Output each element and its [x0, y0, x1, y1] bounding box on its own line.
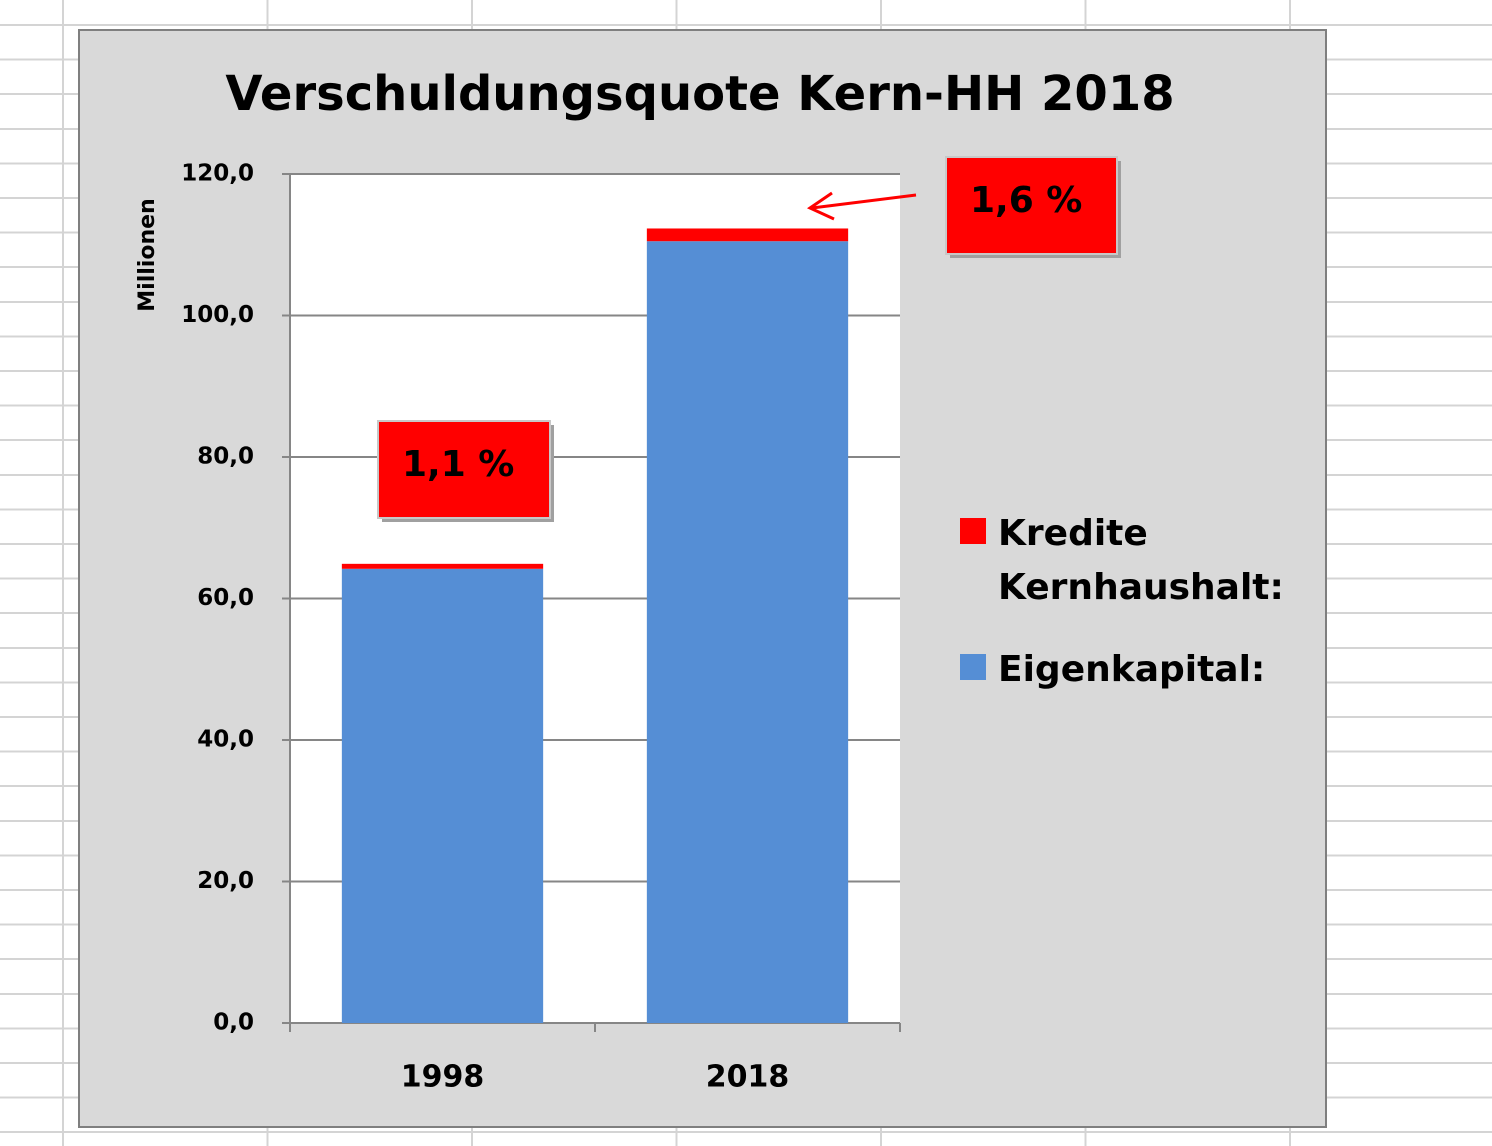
y-axis-label: Millionen: [135, 198, 160, 311]
legend-swatch: [960, 518, 986, 544]
annotation-arrow: [811, 193, 917, 210]
chart-title: Verschuldungsquote Kern-HH 2018: [225, 66, 1174, 122]
y-tick-label: 80,0: [197, 444, 254, 470]
y-tick-label: 120,0: [181, 161, 254, 187]
bar-segment: [646, 228, 849, 242]
annotation-box: [945, 156, 1118, 255]
annotation-text: 1,6 %: [970, 180, 1082, 221]
bar-segment: [341, 568, 544, 1023]
annotation-arrowhead: [806, 191, 835, 221]
bar-segment: [341, 563, 544, 569]
y-tick-label: 60,0: [197, 585, 254, 611]
annotation-text: 1,1 %: [402, 444, 514, 485]
y-tick-label: 0,0: [213, 1010, 254, 1036]
legend-swatch: [960, 654, 986, 680]
bar-segment: [646, 241, 849, 1023]
y-tick-label: 100,0: [181, 302, 254, 328]
annotation-box: [377, 420, 551, 519]
legend-label: Eigenkapital:: [998, 649, 1266, 690]
legend-label: Kredite Kernhaushalt:: [998, 513, 1284, 608]
x-tick-label: 1998: [401, 1060, 485, 1095]
x-tick-label: 2018: [706, 1060, 790, 1095]
y-tick-label: 40,0: [197, 727, 254, 753]
y-tick-label: 20,0: [197, 868, 254, 894]
